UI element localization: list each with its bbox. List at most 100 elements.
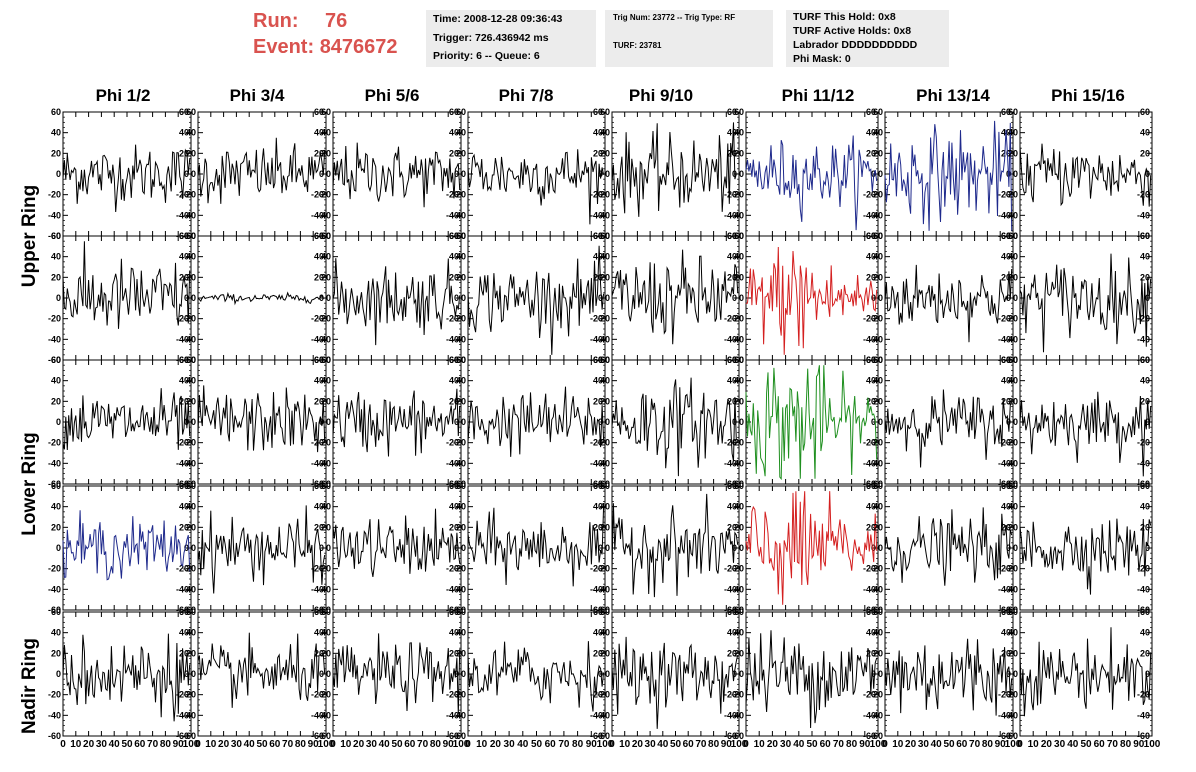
- y-tick-label-right: -20: [176, 690, 189, 700]
- y-tick-label-right: -20: [724, 314, 737, 324]
- y-tick-label-right: 20: [314, 648, 324, 658]
- waveform-series: [745, 135, 878, 231]
- y-tick-label-right: 20: [1001, 648, 1011, 658]
- event-value: 8476672: [319, 36, 398, 58]
- y-tick-label: 60: [873, 355, 883, 365]
- y-tick-label: -40: [597, 334, 610, 344]
- y-tick-label: -40: [183, 584, 196, 594]
- y-tick-label-right: 20: [593, 648, 603, 658]
- y-tick-label: 0: [605, 543, 610, 553]
- y-tick-label: 60: [186, 355, 196, 365]
- y-tick-label: -40: [731, 458, 744, 468]
- y-tick-label-right: 20: [593, 396, 603, 406]
- labrador-text: Labrador DDDDDDDDDD: [793, 39, 918, 51]
- y-tick-label-right: 40: [1140, 376, 1150, 386]
- y-tick-label: 0: [1013, 543, 1018, 553]
- y-tick-label: 20: [321, 148, 331, 158]
- y-tick-label: 60: [600, 107, 610, 117]
- x-tick-label: 10: [619, 739, 631, 750]
- y-tick-label-right: 40: [1001, 502, 1011, 512]
- y-tick-label: 60: [734, 231, 744, 241]
- x-tick-label: 60: [1094, 739, 1106, 750]
- y-tick-label: 0: [191, 669, 196, 679]
- y-tick-label-right: -40: [863, 458, 876, 468]
- y-tick-label-right: -60: [998, 479, 1011, 489]
- y-tick-label: -40: [48, 210, 61, 220]
- waveform-series: [884, 507, 1013, 586]
- y-tick-label: -20: [183, 314, 196, 324]
- y-tick-label: 20: [600, 148, 610, 158]
- x-tick-label: 40: [931, 739, 943, 750]
- waveform-series: [332, 388, 461, 457]
- y-tick-label: 40: [873, 376, 883, 386]
- y-tick-label: -20: [48, 564, 61, 574]
- run-label: Run:: [253, 10, 299, 32]
- column-header-phi-13-14: Phi 13/14: [916, 86, 990, 105]
- y-tick-label-right: 60: [1140, 231, 1150, 241]
- y-tick-label-right: 0: [184, 669, 189, 679]
- y-tick-label: 0: [1013, 169, 1018, 179]
- y-tick-label: 20: [186, 648, 196, 658]
- y-tick-label: -60: [870, 731, 883, 741]
- y-tick-label-right: -40: [446, 710, 459, 720]
- y-tick-label: 40: [321, 376, 331, 386]
- event-label: Event:: [253, 36, 315, 58]
- y-tick-label: 60: [1008, 481, 1018, 491]
- x-tick-label: 40: [517, 739, 529, 750]
- y-tick-label-right: -40: [998, 584, 1011, 594]
- y-tick-label-right: -40: [311, 584, 324, 594]
- x-tick-label: 100: [597, 739, 614, 750]
- y-tick-label: -40: [870, 334, 883, 344]
- y-tick-label-right: 20: [727, 522, 737, 532]
- y-tick-label-right: 0: [1145, 543, 1150, 553]
- y-tick-label: -20: [731, 438, 744, 448]
- y-tick-label: 0: [191, 169, 196, 179]
- y-tick-label: -60: [183, 605, 196, 615]
- y-tick-label: -60: [48, 731, 61, 741]
- y-tick-label: 0: [56, 417, 61, 427]
- y-tick-label: 60: [873, 231, 883, 241]
- y-tick-label-right: 20: [179, 396, 189, 406]
- y-tick-label-right: 60: [593, 107, 603, 117]
- y-tick-label: -40: [183, 710, 196, 720]
- waveform-series: [197, 632, 326, 708]
- turf-info-box: TURF This Hold: 0x8 TURF Active Holds: 0…: [786, 10, 949, 67]
- y-tick-label: 40: [321, 502, 331, 512]
- y-tick-label-right: -40: [446, 334, 459, 344]
- y-tick-label-right: 0: [454, 293, 459, 303]
- x-tick-label: 0: [465, 739, 471, 750]
- y-tick-label-right: 0: [319, 543, 324, 553]
- y-tick-label-right: 40: [1001, 628, 1011, 638]
- x-tick-label: 50: [806, 739, 818, 750]
- y-tick-label: 40: [873, 502, 883, 512]
- y-tick-label-right: -60: [863, 605, 876, 615]
- y-tick-label-right: 60: [727, 481, 737, 491]
- y-tick-label-right: -20: [863, 190, 876, 200]
- y-tick-label-right: 20: [1140, 522, 1150, 532]
- y-tick-label-right: -40: [446, 584, 459, 594]
- y-tick-label-right: 0: [871, 417, 876, 427]
- y-tick-label-right: 60: [866, 231, 876, 241]
- y-tick-label: 60: [1008, 231, 1018, 241]
- y-tick-label-right: 40: [593, 502, 603, 512]
- y-tick-label: 0: [326, 293, 331, 303]
- y-tick-label-right: -20: [1137, 564, 1150, 574]
- x-tick-label: 80: [982, 739, 994, 750]
- y-tick-label: 20: [1008, 522, 1018, 532]
- y-tick-label: 0: [878, 417, 883, 427]
- y-tick-label: 60: [734, 607, 744, 617]
- y-tick-label-right: 0: [598, 543, 603, 553]
- x-tick-label: 70: [417, 739, 429, 750]
- y-tick-label: 0: [739, 169, 744, 179]
- y-tick-label-right: -60: [998, 605, 1011, 615]
- column-header-phi-9-10: Phi 9/10: [628, 86, 694, 105]
- y-tick-label: 40: [51, 628, 61, 638]
- x-tick-label: 30: [918, 739, 930, 750]
- waveform-series: [467, 505, 605, 587]
- y-tick-label: 0: [461, 293, 466, 303]
- y-tick-label-right: 60: [449, 231, 459, 241]
- x-tick-label: 20: [905, 739, 917, 750]
- y-tick-label: 60: [51, 607, 61, 617]
- x-tick-label: 30: [1054, 739, 1066, 750]
- y-tick-label-right: -20: [998, 438, 1011, 448]
